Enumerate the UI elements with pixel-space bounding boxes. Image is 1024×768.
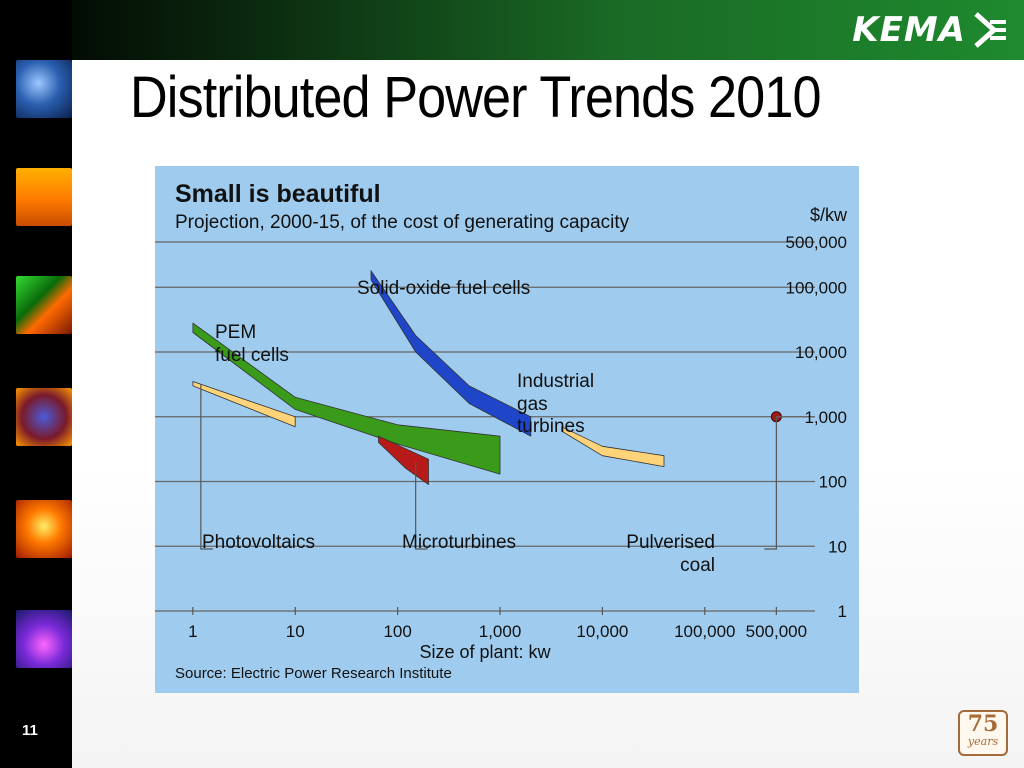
band-industrial-gas-turbines [561,426,665,467]
band-photovoltaics [192,381,296,428]
y-tick-label: 10 [828,537,847,556]
label-industrial-1: Industrial [517,371,594,392]
slide-number: 11 [22,722,38,739]
sidebar-image-fire [16,500,72,558]
y-tick-label: 100 [819,473,847,492]
badge-text: years [967,735,999,748]
y-tick-label: 100,000 [786,278,847,297]
sidebar: 11 [0,0,72,768]
anniversary-badge: 75 years [958,710,1008,756]
x-tick-label: 500,000 [746,622,807,641]
sidebar-image-globe [16,388,72,446]
y-tick-label: 10,000 [795,343,847,362]
x-axis-label: Size of plant: kw [419,642,551,662]
label-industrial-3: turbines [517,416,585,437]
chart-panel: Small is beautiful Projection, 2000-15, … [155,166,859,693]
band-pem-fuel-cells [192,322,501,475]
label-microturbines: Microturbines [402,532,516,553]
kema-logo: KEMA [852,8,1010,52]
sidebar-image-data [16,60,72,118]
x-tick-label: 100,000 [674,622,735,641]
sidebar-image-wind-turbine [16,168,72,226]
x-tick-label: 100 [383,622,411,641]
chart-title: Small is beautiful [175,180,381,208]
header-bar: KEMA [0,0,1024,60]
label-pem-2: fuel cells [215,345,289,366]
badge-number: 75 [967,711,999,737]
y-tick-label: 1 [838,602,847,621]
label-photovoltaics: Photovoltaics [202,532,315,553]
chart-svg: Small is beautiful Projection, 2000-15, … [155,180,848,682]
label-solid-oxide: Solid-oxide fuel cells [357,278,530,299]
label-pem-1: PEM [215,322,256,343]
slide-title: Distributed Power Trends 2010 [130,65,821,130]
leader-pulverised-coal [764,416,777,550]
x-tick-label: 1 [188,622,197,641]
logo-text: KEMA [852,10,966,50]
sidebar-image-network [16,610,72,668]
band-solid-oxide-fuel-cells [370,270,532,437]
x-tick-label: 1,000 [479,622,522,641]
y-tick-label: 1,000 [804,408,847,427]
sidebar-image-circuit [16,276,72,334]
label-coal-1: Pulverised [626,532,715,553]
chart-subtitle: Projection, 2000-15, of the cost of gene… [175,212,630,233]
leader-microturbines [415,462,428,550]
kema-emblem-icon [974,12,1006,48]
x-tick-label: 10 [286,622,305,641]
label-industrial-2: gas [517,394,548,415]
x-tick-label: 10,000 [576,622,628,641]
leader-photovoltaics [200,384,213,550]
y-tick-label: 500,000 [786,233,847,252]
y-axis-label: $/kw [810,205,848,225]
label-coal-2: coal [680,555,715,576]
chart-source: Source: Electric Power Research Institut… [175,665,452,682]
